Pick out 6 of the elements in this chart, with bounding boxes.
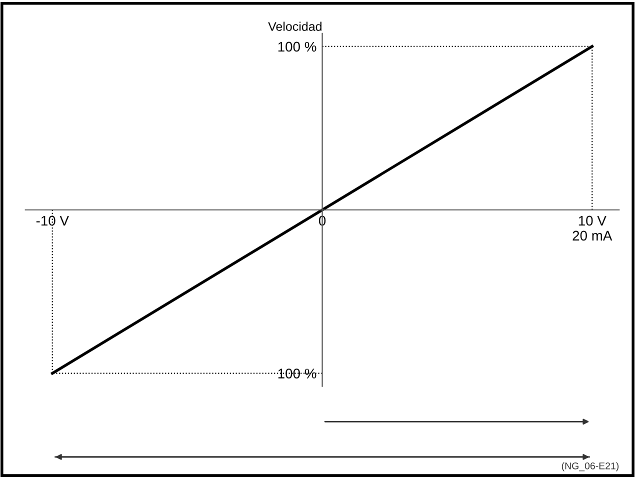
- x-tick-label: 10 V 20 mA: [572, 216, 612, 241]
- chart-title: Velocidad: [268, 22, 322, 31]
- text: (NG_06-E21): [562, 462, 619, 472]
- y-tick-label: 100 %: [278, 42, 316, 52]
- x-tick-label: -10 V: [36, 216, 69, 226]
- y-tick-label: 100 %: [278, 368, 316, 378]
